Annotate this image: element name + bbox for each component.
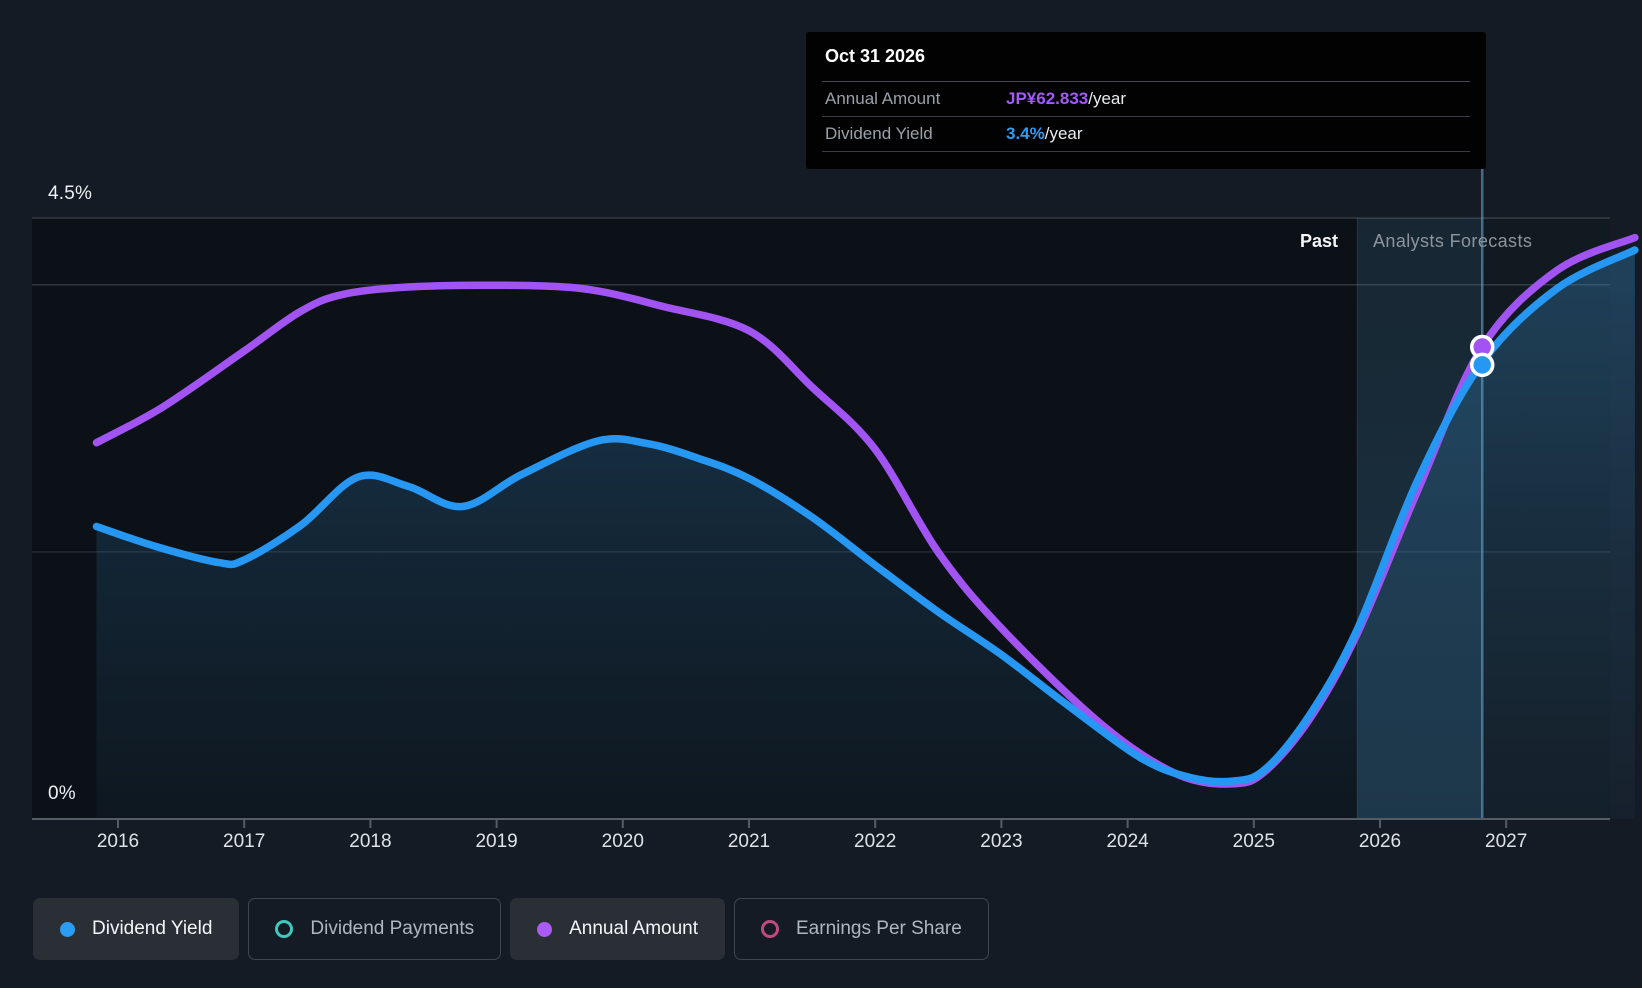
tooltip-dividend-yield-suffix: /year [1044, 124, 1083, 143]
x-axis-year-label: 2018 [349, 831, 392, 852]
x-axis-year-label: 2024 [1106, 831, 1149, 852]
tooltip-annual-amount-label: Annual Amount [825, 89, 941, 108]
x-axis-year-label: 2023 [980, 831, 1023, 852]
legend-marker-icon [275, 920, 294, 938]
x-axis-year-label: 2017 [223, 831, 266, 852]
y-axis-label-top: 4.5% [48, 183, 93, 204]
x-axis-year-label: 2020 [601, 831, 644, 852]
yield-area-fill [96, 250, 1635, 819]
legend-toggle-dividend-yield[interactable]: Dividend Yield [33, 898, 240, 960]
x-axis [32, 818, 1610, 828]
legend-toggle-earnings-per-share[interactable]: Earnings Per Share [734, 898, 989, 960]
tooltip-dividend-yield-value: 3.4% [1006, 124, 1045, 143]
tooltip-row-dividend-yield: Dividend Yield 3.4%/year [822, 117, 1470, 152]
x-axis-year-label: 2019 [475, 831, 518, 852]
legend-toggle-annual-amount[interactable]: Annual Amount [510, 898, 725, 960]
past-region-label: Past [1299, 231, 1338, 251]
forecast-region-shading [1356, 218, 1610, 819]
y-axis-label-bottom: 0% [48, 783, 76, 804]
legend-marker-icon [761, 920, 779, 938]
x-axis-year-label: 2025 [1232, 831, 1275, 852]
x-axis-year-label: 2022 [854, 831, 897, 852]
legend-marker-icon [60, 921, 75, 937]
legend-toggle-dividend-payments[interactable]: Dividend Payments [248, 898, 502, 960]
tooltip-date-title: Oct 31 2026 [822, 32, 1470, 82]
legend-label: Dividend Payments [310, 918, 475, 939]
tooltip-annual-amount-suffix: /year [1088, 89, 1127, 108]
series-curves [92, 233, 1639, 788]
x-axis-year-label: 2021 [727, 831, 771, 852]
legend-label: Annual Amount [569, 918, 698, 939]
tooltip-dividend-yield-label: Dividend Yield [825, 124, 933, 143]
legend-label: Dividend Yield [92, 918, 213, 939]
x-axis-year-label: 2026 [1358, 831, 1402, 852]
analysts-forecasts-region-label: Analysts Forecasts [1373, 231, 1533, 251]
legend-label: Earnings Per Share [796, 918, 962, 939]
tooltip-annual-amount-value: JP¥62.833 [1006, 89, 1089, 108]
hover-tooltip: Oct 31 2026 Annual Amount JP¥62.833/year… [806, 32, 1486, 169]
tooltip-row-annual-amount: Annual Amount JP¥62.833/year [822, 82, 1470, 117]
hover-markers [1469, 334, 1495, 378]
x-axis-year-label: 2016 [96, 831, 140, 852]
legend-marker-icon [537, 921, 553, 937]
x-axis-year-label: 2027 [1485, 831, 1528, 852]
chart-legend: Dividend Yield Dividend Payments Annual Am… [33, 898, 989, 960]
